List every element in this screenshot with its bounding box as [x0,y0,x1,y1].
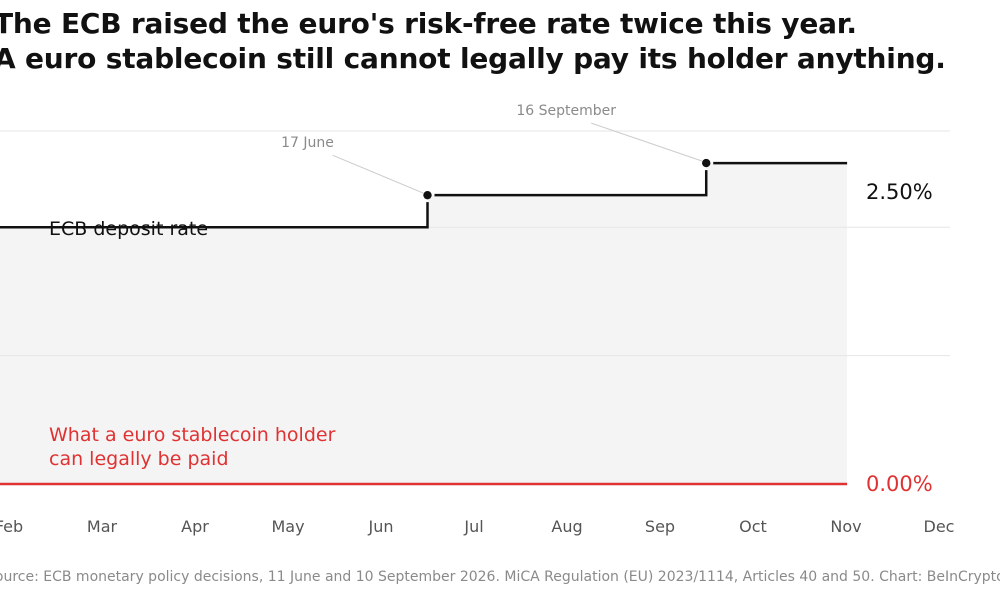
x-tick-label-feb: Feb [0,517,23,536]
rate-change-marker-0 [423,190,432,200]
x-tick-label-apr: Apr [181,517,209,536]
source-note: Source: ECB monetary policy decisions, 1… [0,569,1000,585]
x-tick-label-dec: Dec [924,517,955,536]
title-line-1: The ECB raised the euro's risk-free rate… [0,7,857,40]
ecb-rate-line [0,161,848,229]
title-line-2: A euro stablecoin still cannot legally p… [0,42,946,75]
x-tick-label-aug: Aug [551,517,582,536]
annotation-label-0: 17 June [281,135,334,151]
chart-title: The ECB raised the euro's risk-free rate… [0,6,1000,76]
stablecoin-series-label-1: can legally be paid [49,448,229,470]
ecb-rate-area [0,163,848,484]
x-tick-label-jun: Jun [368,517,394,536]
annotation-leader-0 [332,154,424,194]
ecb-series-label: ECB deposit rate [49,218,208,240]
x-tick-label-nov: Nov [830,517,861,536]
ecb-end-value: 2.50% [866,180,933,204]
x-tick-label-may: May [271,517,304,536]
annotation-leader-1 [591,122,703,162]
stablecoin-end-value: 0.00% [866,472,933,496]
annotation-label-1: 16 September [516,103,616,119]
stablecoin-series-label-0: What a euro stablecoin holder [49,424,336,446]
x-tick-label-sep: Sep [645,517,675,536]
x-tick-label-mar: Mar [87,517,118,536]
rate-change-marker-1 [702,158,711,168]
x-tick-label-oct: Oct [739,517,767,536]
x-tick-label-jul: Jul [463,517,483,536]
